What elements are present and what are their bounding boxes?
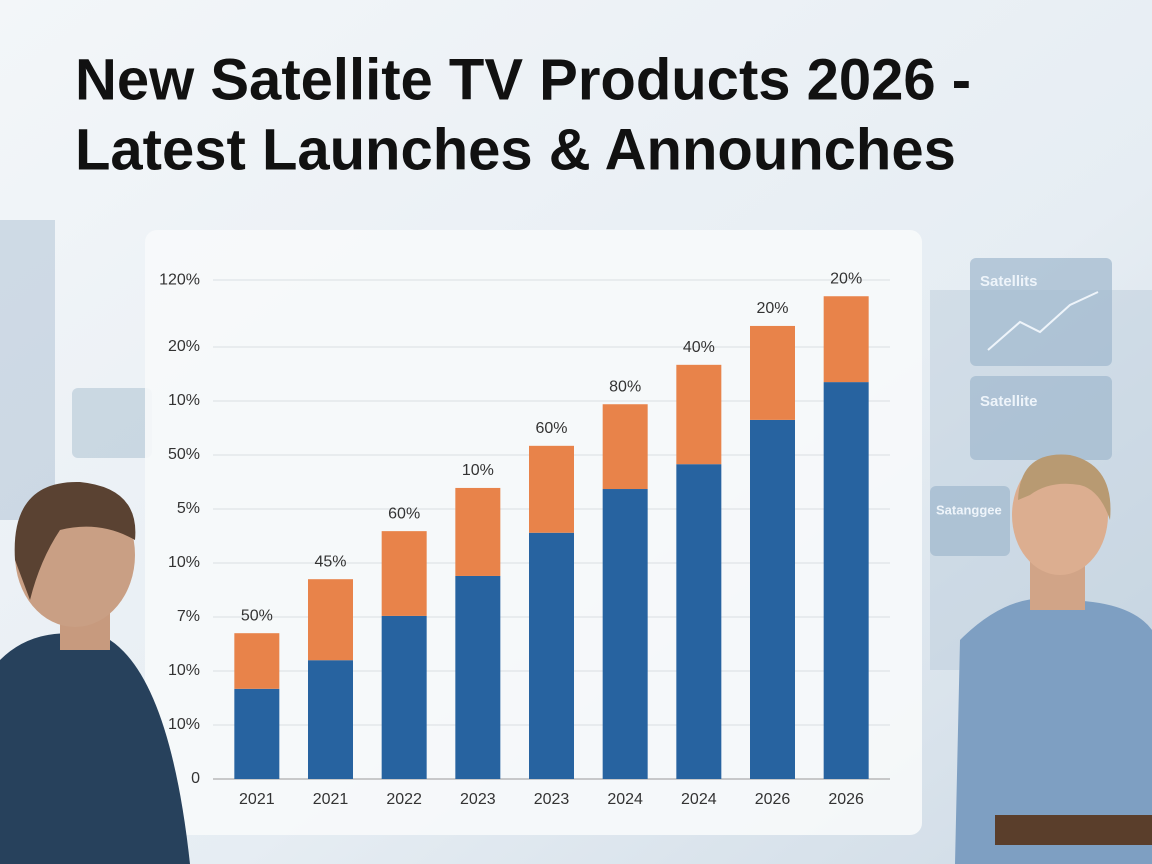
belt bbox=[995, 815, 1152, 845]
plot: 0 10% 10% 7% 10% 5% 50% 10% 20% 120% 50% 2021 45% 202… bbox=[159, 270, 890, 808]
y-tick-label: 20% bbox=[168, 338, 200, 355]
y-tick-label: 10% bbox=[168, 392, 200, 409]
bar-segment bbox=[234, 633, 280, 689]
shirt bbox=[955, 598, 1152, 864]
bar-segment bbox=[381, 531, 427, 616]
hud-label: Satellits bbox=[980, 273, 1038, 290]
person-right bbox=[955, 454, 1152, 864]
hud-panels: Satellits Satellite Satanggee bbox=[72, 258, 1112, 556]
x-tick-label: 2021 bbox=[313, 791, 349, 808]
person-left bbox=[0, 481, 190, 864]
hud-panel bbox=[72, 388, 152, 458]
bar-segment bbox=[750, 419, 795, 779]
hud-line bbox=[987, 291, 1099, 351]
bar-segment bbox=[823, 382, 869, 779]
hud-panel bbox=[970, 258, 1112, 366]
y-tick-label: 10% bbox=[168, 554, 200, 571]
x-tick-label: 2022 bbox=[386, 791, 422, 808]
bar-segment bbox=[750, 325, 795, 420]
window bbox=[0, 220, 55, 520]
y-tick-label: 7% bbox=[177, 608, 200, 625]
bar-segment bbox=[308, 660, 353, 779]
x-tick-label: 2023 bbox=[460, 791, 496, 808]
bar-label: 45% bbox=[314, 553, 346, 570]
x-tick-label: 2024 bbox=[607, 791, 643, 808]
bar-label: 60% bbox=[535, 420, 567, 437]
bar-label: 40% bbox=[683, 339, 715, 356]
x-tick-label: 2026 bbox=[828, 791, 864, 808]
bar-segment bbox=[529, 445, 574, 533]
hud-panel bbox=[930, 486, 1010, 556]
hud-label: Satellite bbox=[980, 393, 1038, 410]
bar-segment bbox=[602, 404, 648, 490]
x-tick-label: 2021 bbox=[239, 791, 275, 808]
bar-label: 50% bbox=[241, 607, 273, 624]
x-tick-label: 2024 bbox=[681, 791, 717, 808]
bar-segment bbox=[381, 615, 427, 779]
shirt bbox=[0, 633, 190, 864]
bar-segment bbox=[823, 296, 869, 383]
y-tick-label: 120% bbox=[159, 271, 200, 288]
x-tick-label: 2023 bbox=[534, 791, 570, 808]
bar-segment bbox=[455, 487, 501, 576]
bar-segment bbox=[529, 532, 574, 779]
bar-segment bbox=[676, 364, 722, 465]
bar-segment bbox=[602, 489, 648, 779]
bar-label: 80% bbox=[609, 378, 641, 395]
bar-segment bbox=[308, 579, 353, 661]
bar-segment bbox=[455, 575, 501, 779]
hair bbox=[14, 481, 136, 600]
hud-label: Satanggee bbox=[936, 502, 1002, 517]
hud-panel bbox=[970, 376, 1112, 460]
y-tick-label: 10% bbox=[168, 716, 200, 733]
bar-segment bbox=[234, 688, 280, 779]
bar-label: 10% bbox=[462, 462, 494, 479]
y-tick-label: 0 bbox=[191, 770, 200, 787]
title-line: New Satellite TV Products 2026 - bbox=[75, 47, 971, 112]
bar-label: 20% bbox=[756, 300, 788, 317]
x-tick-label: 2026 bbox=[755, 791, 791, 808]
y-tick-label: 10% bbox=[168, 662, 200, 679]
y-tick-label: 50% bbox=[168, 446, 200, 463]
bar-label: 60% bbox=[388, 505, 420, 522]
bar-label: 20% bbox=[830, 270, 862, 287]
bar-segment bbox=[676, 464, 722, 779]
y-tick-label: 5% bbox=[177, 500, 200, 517]
title-line: Latest Launches & Announches bbox=[75, 117, 956, 182]
hair bbox=[1018, 454, 1111, 520]
